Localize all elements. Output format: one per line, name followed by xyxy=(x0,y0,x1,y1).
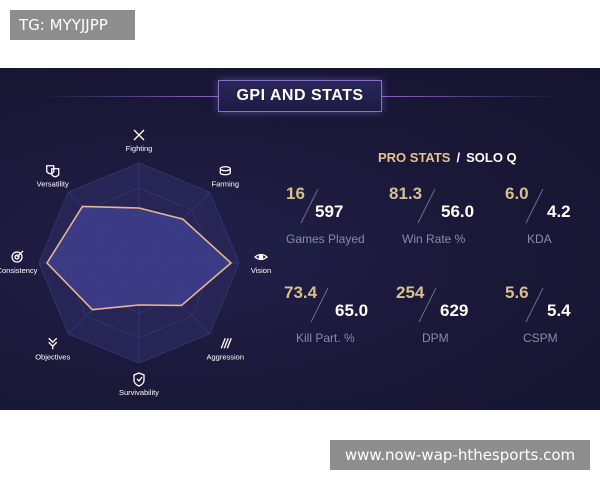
stat-kill-participation: 73.4 65.0 Kill Part. % xyxy=(284,283,394,353)
stat-win-rate: 81.3 56.0 Win Rate % xyxy=(389,184,499,254)
solo-q-label: SOLO Q xyxy=(466,150,517,165)
solo-value: 597 xyxy=(315,202,344,221)
crossed-swords-icon xyxy=(133,129,145,141)
pro-value: 6.0 xyxy=(505,184,529,203)
tg-watermark: TG: MYYJJPP xyxy=(10,10,135,40)
pro-value: 16 xyxy=(286,184,305,203)
radar-axis-label: Objectives xyxy=(35,352,70,361)
pro-value: 254 xyxy=(396,283,425,302)
url-watermark: www.now-wap-hthesports.com xyxy=(330,440,590,470)
stat-label: Games Played xyxy=(286,232,365,246)
stat-games-played: 16 597 Games Played xyxy=(286,184,396,254)
title-divider-right xyxy=(382,96,560,97)
target-icon xyxy=(11,250,24,263)
radar-axis-label: Farming xyxy=(212,180,240,189)
radar-axis-label: Consistency xyxy=(0,266,38,275)
solo-value: 56.0 xyxy=(441,202,475,221)
solo-value: 629 xyxy=(440,301,469,320)
pro-value: 81.3 xyxy=(389,184,423,203)
stat-label: CSPM xyxy=(523,331,558,345)
title-divider-left xyxy=(40,96,218,97)
solo-value: 4.2 xyxy=(547,202,571,221)
claw-marks-icon xyxy=(220,338,232,349)
coins-icon xyxy=(219,166,231,176)
objective-icon xyxy=(48,337,58,350)
pro-value: 5.6 xyxy=(505,283,529,302)
radar-value-shape xyxy=(45,205,233,311)
slash-divider xyxy=(310,287,329,323)
radar-axis-label: Versatility xyxy=(37,180,69,189)
stat-label: Win Rate % xyxy=(402,232,466,246)
radar-axis-label: Aggression xyxy=(207,352,245,361)
solo-value: 5.4 xyxy=(547,301,571,320)
pro-value: 73.4 xyxy=(284,283,318,302)
stats-header: PRO STATS / SOLO Q xyxy=(378,150,517,165)
slash-divider xyxy=(417,188,436,224)
masks-icon xyxy=(46,165,60,178)
panel-title: GPI AND STATS xyxy=(218,80,382,112)
slash-divider xyxy=(525,188,544,224)
radar-axis-label: Fighting xyxy=(126,144,153,153)
gpi-stats-panel: GPI AND STATS Fighting Farming Vision Aggre… xyxy=(0,68,600,410)
radar-chart: Fighting Farming Vision Aggression Survivabi… xyxy=(0,129,271,397)
slash-divider xyxy=(418,287,437,323)
stat-label: DPM xyxy=(422,331,449,345)
radar-axis-label: Survivability xyxy=(119,388,159,397)
solo-value: 65.0 xyxy=(335,301,369,320)
shield-icon xyxy=(133,372,145,387)
slash-divider xyxy=(525,287,544,323)
stat-dpm: 254 629 DPM xyxy=(396,283,506,353)
stat-label: Kill Part. % xyxy=(296,331,355,345)
radar-axis-label: Vision xyxy=(251,266,271,275)
header-separator: / xyxy=(456,150,461,165)
pro-stats-label: PRO STATS xyxy=(378,150,451,165)
slash-divider xyxy=(300,188,319,224)
stat-cspm: 5.6 5.4 CSPM xyxy=(505,283,600,353)
eye-icon xyxy=(253,253,269,261)
stat-kda: 6.0 4.2 KDA xyxy=(505,184,600,254)
stat-label: KDA xyxy=(527,232,552,246)
